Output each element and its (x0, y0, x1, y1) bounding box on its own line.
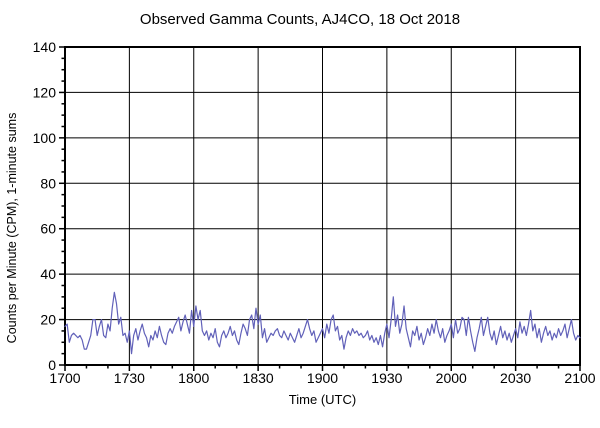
gamma-counts-series-line (64, 291, 581, 355)
y-axis-label: Counts per Minute (CPM), 1-minute sums (5, 113, 19, 344)
y-tick-label: 100 (33, 130, 57, 146)
x-tick-label: 2030 (500, 370, 531, 386)
x-tick-label: 1730 (114, 370, 145, 386)
x-tick-label: 2100 (564, 370, 595, 386)
x-tick-label: 1830 (243, 370, 274, 386)
y-tick-label: 20 (40, 312, 56, 328)
x-tick-label: 1930 (371, 370, 402, 386)
y-tick-label: 0 (48, 357, 56, 373)
chart-layer: 1700 1730 1800 1830 1900 1930 2000 2030 2100 0 20 4… (33, 39, 596, 386)
x-tick-label: 1900 (307, 370, 338, 386)
y-tick-label: 40 (40, 266, 56, 282)
x-tick-label: 1800 (178, 370, 209, 386)
y-tick-label: 80 (40, 175, 56, 191)
x-tick-label: 2000 (436, 370, 467, 386)
y-tick-label: 120 (33, 84, 57, 100)
chart-title: Observed Gamma Counts, AJ4CO, 18 Oct 201… (139, 11, 461, 28)
x-axis-label: Time (UTC) (288, 392, 357, 407)
y-tick-label: 140 (33, 39, 57, 55)
y-tick-label: 60 (40, 221, 56, 237)
x-tick-label: 1700 (49, 370, 80, 386)
